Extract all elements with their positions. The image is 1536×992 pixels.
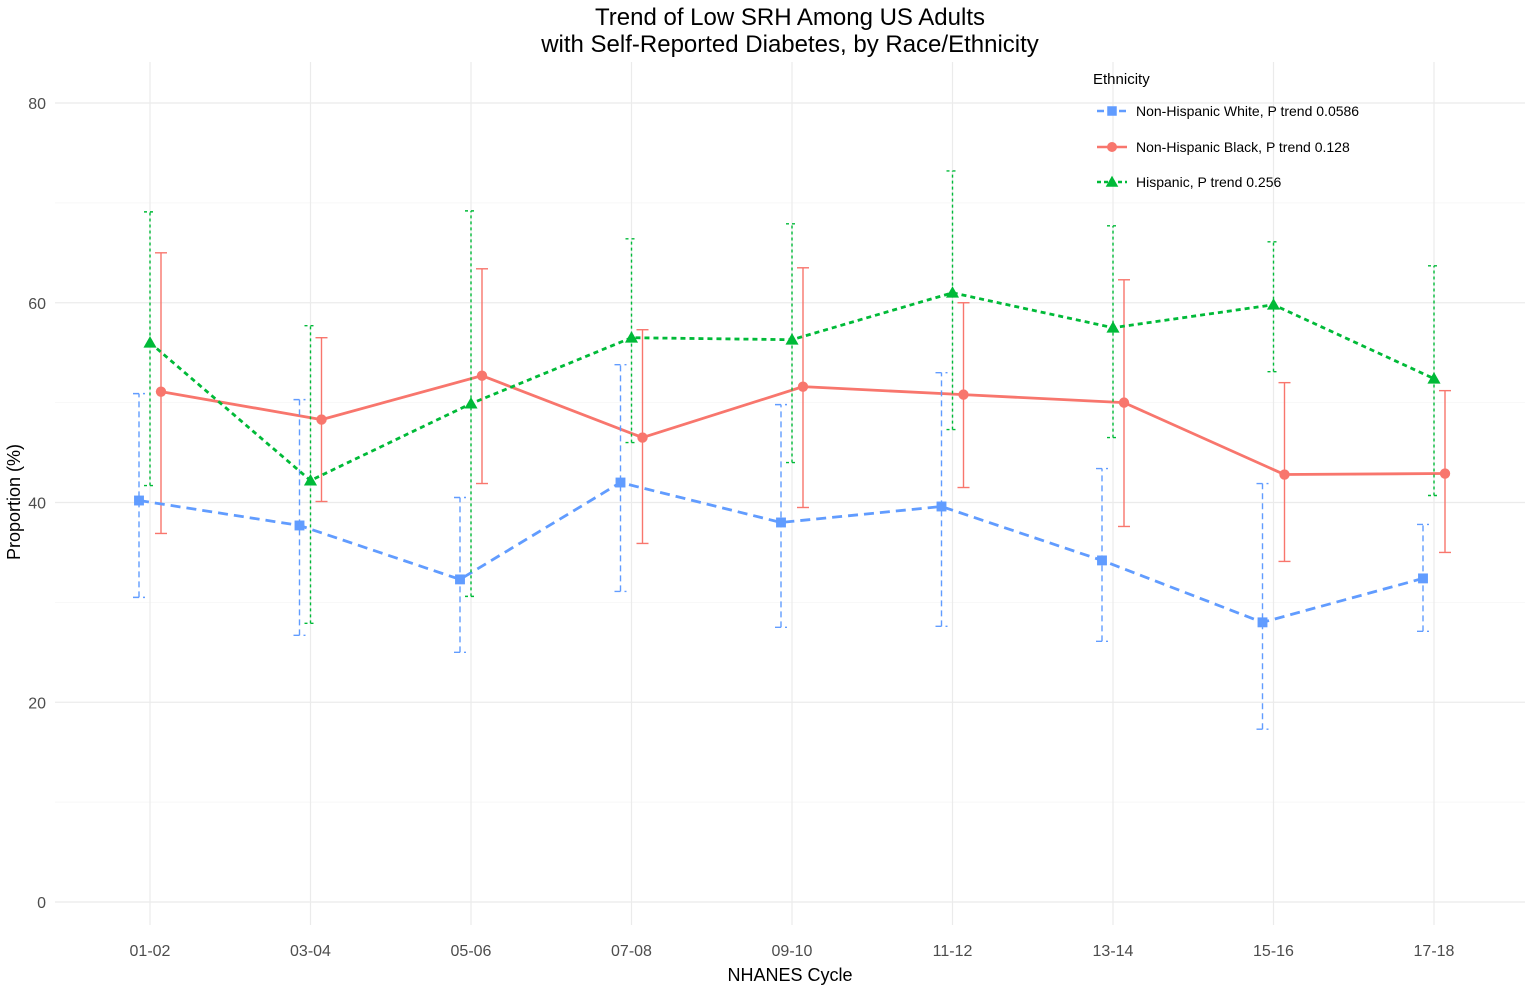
chart-title-line2: with Self-Reported Diabetes, by Race/Eth… xyxy=(540,31,1039,58)
marker-triangle xyxy=(143,336,157,348)
legend-item-0: Non-Hispanic White, P trend 0.0586 xyxy=(1097,103,1359,119)
marker-triangle xyxy=(303,473,318,486)
y-axis-title: Proportion (%) xyxy=(4,444,24,560)
y-axis-ticks: 0 20 40 60 80 xyxy=(28,96,46,912)
x-tick-label: 17-18 xyxy=(1414,943,1455,960)
legend-label: Non-Hispanic Black, P trend 0.128 xyxy=(1136,139,1350,155)
marker-triangle xyxy=(1266,298,1281,310)
y-tick-label: 0 xyxy=(37,895,46,912)
x-tick-label: 09-10 xyxy=(772,943,813,960)
plot-grid xyxy=(55,62,1525,925)
marker-triangle xyxy=(1105,175,1119,187)
marker-triangle xyxy=(1427,372,1441,384)
marker-square xyxy=(776,517,786,528)
marker-square xyxy=(1418,573,1428,584)
y-tick-label: 20 xyxy=(28,695,46,712)
marker-square xyxy=(936,501,947,512)
x-tick-label: 15-16 xyxy=(1253,943,1294,960)
marker-triangle xyxy=(464,397,478,409)
legend-item-1: Non-Hispanic Black, P trend 0.128 xyxy=(1097,139,1350,155)
x-tick-label: 13-14 xyxy=(1093,943,1134,960)
x-tick-label: 05-06 xyxy=(451,943,492,960)
marker-square xyxy=(1257,617,1268,628)
y-tick-label: 60 xyxy=(28,296,46,313)
y-tick-label: 80 xyxy=(28,96,46,113)
marker-circle xyxy=(1107,142,1117,152)
legend-label: Non-Hispanic White, P trend 0.0586 xyxy=(1136,103,1359,119)
legend: Ethnicity Non-Hispanic White, P trend 0.… xyxy=(1093,71,1359,190)
marker-circle xyxy=(958,389,969,400)
legend-title: Ethnicity xyxy=(1093,71,1150,88)
marker-triangle xyxy=(945,286,960,298)
marker-circle xyxy=(797,381,809,392)
x-tick-label: 01-02 xyxy=(130,943,171,960)
marker-square xyxy=(294,520,305,531)
marker-square xyxy=(1107,106,1117,116)
marker-triangle xyxy=(785,333,799,345)
marker-square xyxy=(615,477,626,488)
series-2 xyxy=(143,170,1441,625)
series-line xyxy=(138,481,1424,624)
legend-label: Hispanic, P trend 0.256 xyxy=(1136,174,1281,190)
x-tick-label: 11-12 xyxy=(933,943,973,960)
marker-square xyxy=(134,495,144,506)
x-tick-label: 07-08 xyxy=(611,943,652,960)
marker-circle xyxy=(155,386,167,397)
y-tick-label: 40 xyxy=(28,496,46,513)
marker-square xyxy=(455,574,465,585)
series-0 xyxy=(133,363,1429,730)
marker-circle xyxy=(1279,469,1290,480)
x-axis-title: NHANES Cycle xyxy=(727,965,852,985)
chart-title-line1: Trend of Low SRH Among US Adults xyxy=(595,4,985,31)
marker-circle xyxy=(637,432,648,443)
x-tick-label: 03-04 xyxy=(290,943,331,960)
x-axis-ticks: 01-02 03-04 05-06 07-08 09-10 11-12 13-14 15-16… xyxy=(130,943,1455,960)
marker-circle xyxy=(1118,397,1130,408)
marker-circle xyxy=(476,370,488,381)
marker-circle xyxy=(316,414,327,425)
series-1 xyxy=(155,252,1451,563)
series-layer xyxy=(133,170,1451,730)
marker-triangle xyxy=(624,331,639,343)
marker-circle xyxy=(1439,468,1451,479)
legend-item-2: Hispanic, P trend 0.256 xyxy=(1097,174,1281,190)
marker-triangle xyxy=(1106,321,1120,333)
marker-square xyxy=(1097,555,1107,566)
